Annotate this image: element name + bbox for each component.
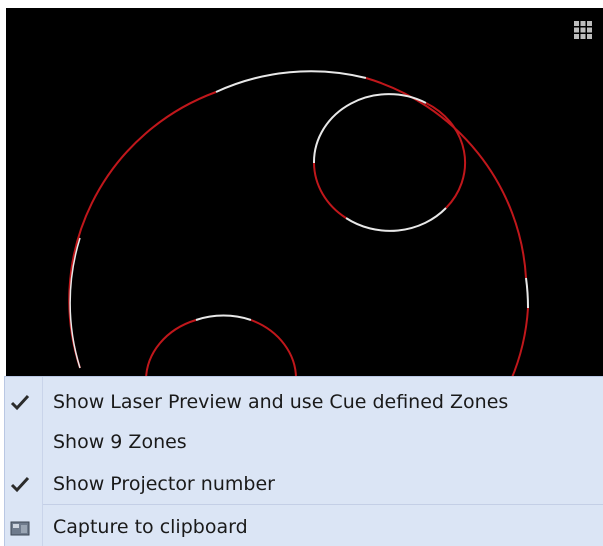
menu-item-show-laser-preview[interactable]: Show Laser Preview and use Cue defined Z…: [5, 383, 603, 423]
big-circle-outline-red3: [510, 307, 529, 380]
small-circle-outline-white: [312, 93, 427, 164]
menu-item-label: Show Projector number: [53, 473, 275, 495]
small-circle-outline-red2: [313, 162, 347, 219]
camera-icon: [9, 518, 33, 538]
big-circle-outline: [68, 91, 217, 369]
menu-separator: [43, 504, 603, 505]
checkmark-icon: [9, 475, 33, 495]
small-circle-outline-red: [425, 102, 467, 209]
context-menu: Show Laser Preview and use Cue defined Z…: [4, 376, 603, 546]
big-circle-outline-white: [215, 70, 367, 93]
checkmark-icon: [9, 393, 33, 413]
menu-item-capture-clipboard[interactable]: Capture to clipboard: [5, 508, 603, 546]
grid-icon[interactable]: [573, 20, 593, 40]
menu-item-show-projector-number[interactable]: Show Projector number: [5, 465, 603, 505]
lower-circle-outline-white: [195, 314, 252, 321]
menu-item-show-9-zones[interactable]: Show 9 Zones: [5, 423, 603, 463]
menu-gutter: [42, 377, 43, 546]
big-circle-outline-white3: [69, 237, 81, 369]
lower-circle-outline-red: [145, 319, 197, 380]
small-circle-outline-white2: [345, 207, 447, 232]
menu-item-label: Capture to clipboard: [53, 516, 248, 538]
menu-item-label: Show Laser Preview and use Cue defined Z…: [53, 391, 509, 413]
lower-circle-outline-red2: [250, 319, 298, 380]
preview-drawing: [68, 70, 530, 380]
big-circle-outline-white2: [525, 277, 530, 309]
laser-preview[interactable]: [6, 8, 603, 380]
menu-item-label: Show 9 Zones: [53, 431, 187, 453]
big-circle-outline-red2: [365, 77, 527, 279]
